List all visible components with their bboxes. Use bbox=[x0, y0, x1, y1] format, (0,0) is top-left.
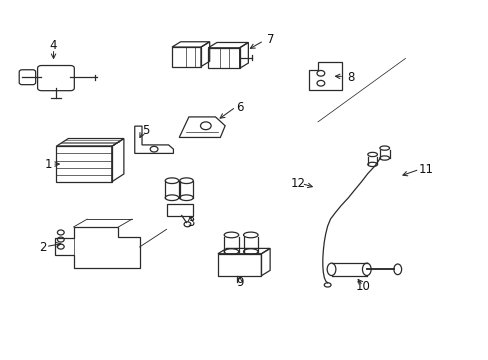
Text: 4: 4 bbox=[50, 39, 57, 52]
Text: 10: 10 bbox=[355, 280, 369, 293]
Text: 5: 5 bbox=[142, 124, 149, 137]
Text: 3: 3 bbox=[187, 216, 195, 229]
Text: 7: 7 bbox=[267, 33, 274, 46]
Text: 8: 8 bbox=[346, 71, 354, 84]
Text: 9: 9 bbox=[235, 276, 243, 289]
Text: 12: 12 bbox=[289, 177, 305, 190]
Text: 11: 11 bbox=[417, 163, 432, 176]
Text: 2: 2 bbox=[39, 241, 46, 254]
Text: 1: 1 bbox=[45, 158, 52, 171]
Text: 6: 6 bbox=[235, 101, 243, 114]
